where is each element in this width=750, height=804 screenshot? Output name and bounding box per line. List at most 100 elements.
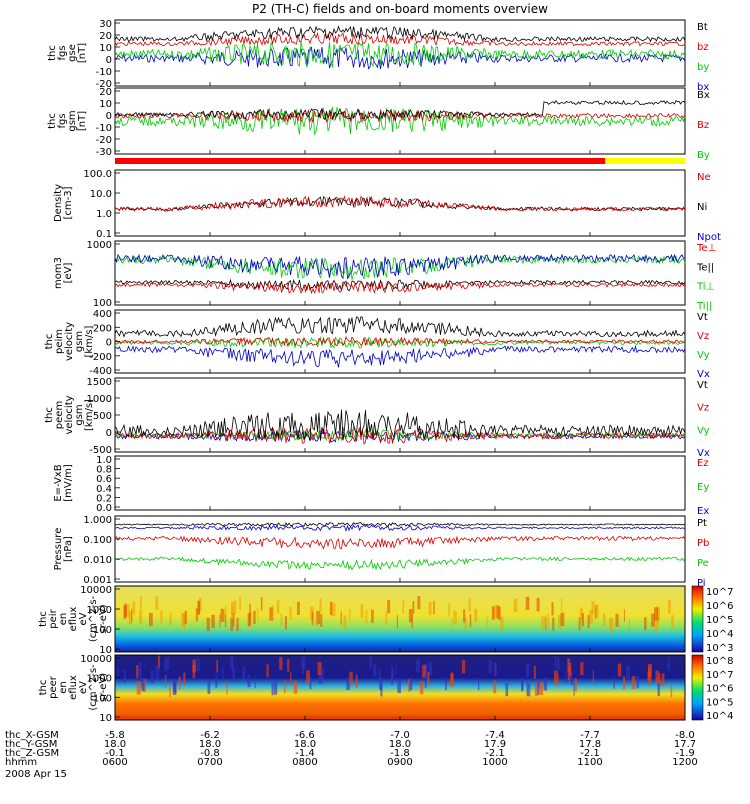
- spectrogram-cell: [474, 608, 478, 622]
- spectrogram-cell: [136, 681, 140, 695]
- legend-entry: bx: [697, 82, 709, 93]
- legend-entry: Vt: [697, 312, 708, 323]
- legend-entry: Vz: [697, 331, 709, 342]
- colorbar-label: 10^5: [706, 697, 733, 708]
- spectrogram-cell: [570, 672, 573, 686]
- spectrogram-cell: [139, 596, 142, 610]
- footer-value: -7.7: [580, 730, 600, 741]
- y-axis-label: [nT]: [77, 43, 88, 63]
- spectrogram-cell: [229, 655, 234, 669]
- spectrogram-cell: [311, 612, 314, 626]
- spectrogram-cell: [526, 683, 531, 697]
- footer-value: -1.8: [390, 748, 410, 759]
- y-tick-label: 0.8: [96, 465, 112, 476]
- spectrogram-cell: [206, 617, 210, 632]
- y-axis-label: [km/s]: [84, 325, 95, 357]
- footer-value: -6.6: [295, 730, 315, 741]
- spectrogram-cell: [464, 616, 467, 630]
- legend-entry: Vz: [697, 403, 709, 414]
- y-tick-label: 0.1: [96, 229, 112, 240]
- y-tick-label: 0.6: [96, 474, 112, 485]
- y-axis-label: peim: [54, 329, 65, 354]
- panel-p4: 1000 100 mom3 [eV] Te⊥ Te|| Ti⊥ Ti||: [53, 240, 716, 312]
- spectrogram-cell: [578, 617, 581, 631]
- legend-entry: Bz: [697, 120, 709, 131]
- y-tick-label: 0.001: [83, 575, 112, 586]
- legend-entry: Te⊥: [696, 243, 716, 254]
- series-line: [114, 426, 686, 445]
- colorbar-label: 10^6: [706, 684, 733, 695]
- y-axis-label: sr-eV): [98, 673, 109, 702]
- spectrogram-cell: [271, 682, 274, 696]
- panel-frame: [114, 19, 686, 87]
- status-bar-red: [115, 158, 606, 164]
- spectrogram-cell: [247, 674, 251, 688]
- spectrogram-cell: [667, 600, 671, 614]
- y-tick-label: -400: [89, 366, 112, 377]
- series-line: [114, 41, 686, 69]
- legend-entry: Vt: [697, 380, 708, 391]
- spectrogram-cell: [396, 615, 398, 629]
- footer-value: 0900: [387, 757, 412, 768]
- spectrogram-cell: [234, 599, 237, 613]
- y-tick-label: 10: [99, 645, 112, 656]
- footer-value: 0700: [197, 757, 222, 768]
- spectrogram-cell: [491, 606, 495, 620]
- spectrogram-cell: [385, 611, 388, 625]
- footer-row-label: thc_X-GSM: [5, 730, 59, 741]
- spectrogram-cell: [273, 681, 278, 695]
- y-tick-label: 1.0: [96, 455, 112, 466]
- y-axis-label: en: [58, 613, 69, 626]
- spectrogram-cell: [155, 596, 159, 610]
- spectrogram-cell: [595, 604, 599, 618]
- y-axis-label: gsm: [74, 331, 85, 352]
- colorbar-label: 10^7: [706, 670, 733, 681]
- footer: thc_X-GSM -5.8 -6.2 -6.6 -7.0 -7.4 -7.7 -8.0 thc…: [5, 730, 698, 780]
- spectrogram-cell: [378, 668, 381, 682]
- spectrogram-cell: [494, 662, 497, 676]
- y-axis-label: [nT]: [77, 111, 88, 131]
- colorbar-label: 10^7: [706, 587, 733, 598]
- legend-entry: Vy: [697, 350, 710, 361]
- spectrogram-cell: [461, 660, 466, 674]
- footer-row-label: hhmm: [5, 757, 37, 768]
- spectrogram-cell: [306, 670, 310, 684]
- spectrogram-cell: [554, 670, 558, 684]
- footer-value: -1.4: [295, 748, 315, 759]
- y-tick-label: 0.0: [96, 503, 112, 514]
- series-line: [114, 254, 686, 280]
- spectrogram-cell: [123, 605, 127, 619]
- y-tick-label: -20: [96, 79, 112, 90]
- y-axis-label: [cm-3]: [63, 186, 74, 219]
- y-tick-label: 0.4: [96, 484, 112, 495]
- spectrogram-cell: [164, 658, 166, 672]
- spectrogram-cell: [260, 597, 263, 611]
- y-axis-label: [nPa]: [63, 536, 74, 562]
- spectrogram-cell: [496, 605, 500, 619]
- colorbar-label: 10^6: [706, 601, 733, 612]
- legend-entry: Ti⊥: [696, 282, 714, 293]
- panel-p7: 1.00.80.60.40.20.0 E=-VxB [mV/m] Ez Ey Ex: [53, 455, 709, 517]
- spectrogram-cell: [197, 600, 201, 614]
- y-axis-label: mom3: [53, 257, 64, 289]
- spectrogram-cell: [387, 600, 391, 614]
- spectrogram-cell: [667, 657, 670, 671]
- spectrogram-cell: [232, 613, 235, 627]
- legend-entry: Pt: [697, 518, 707, 529]
- series-line: [114, 522, 686, 527]
- series-line: [114, 524, 686, 532]
- status-bar-yellow: [605, 158, 685, 164]
- legend-entry: Ex: [697, 506, 709, 517]
- y-axis-label: peir: [48, 608, 59, 628]
- spectrogram-cell: [343, 615, 347, 629]
- spectrogram-cell: [463, 609, 466, 623]
- series-line: [114, 278, 686, 292]
- spectrogram-cell: [551, 602, 554, 616]
- legend-entry: Bx: [697, 90, 710, 101]
- panel-p9: 10^7 10^6 10^5 10^4 10^3 10000 1000 100 10 thc pei…: [38, 585, 733, 656]
- spectrogram-cell: [565, 670, 568, 684]
- colorbar: 10^7 10^6 10^5 10^4 10^3: [691, 585, 733, 654]
- y-axis-label: thc: [38, 680, 49, 696]
- spectrogram-cell: [543, 677, 547, 691]
